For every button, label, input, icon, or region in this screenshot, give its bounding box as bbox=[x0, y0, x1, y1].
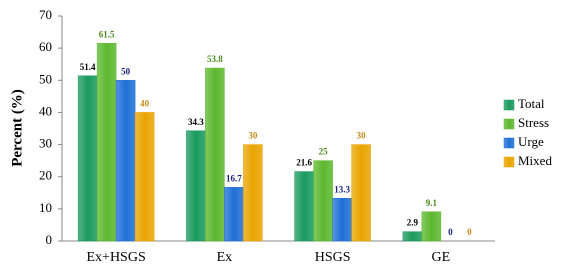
value-label: 30 bbox=[357, 131, 367, 141]
bar bbox=[224, 187, 244, 242]
y-tick-label: 70 bbox=[39, 7, 52, 22]
value-label: 34.3 bbox=[188, 117, 204, 127]
bar bbox=[205, 67, 225, 242]
bar bbox=[351, 144, 371, 242]
x-tick-label: Ex bbox=[217, 250, 233, 265]
value-label: 61.5 bbox=[99, 29, 115, 39]
legend-label: Urge bbox=[518, 134, 544, 149]
y-tick-label: 60 bbox=[39, 39, 52, 54]
value-label: 51.4 bbox=[80, 62, 96, 72]
value-label: 2.9 bbox=[407, 218, 419, 228]
bar bbox=[313, 160, 333, 242]
y-tick-label: 30 bbox=[39, 136, 52, 151]
legend-swatch bbox=[503, 156, 515, 168]
legend-label: Stress bbox=[518, 115, 549, 130]
x-tick-label: GE bbox=[432, 250, 451, 265]
y-tick-label: 20 bbox=[39, 168, 52, 183]
legend-label: Total bbox=[518, 96, 545, 111]
legend-swatch bbox=[503, 99, 515, 111]
bar bbox=[243, 144, 263, 242]
value-label: 21.6 bbox=[296, 158, 312, 168]
legend-swatch bbox=[503, 137, 515, 149]
bar bbox=[134, 112, 155, 242]
bar bbox=[96, 43, 117, 242]
y-tick-label: 10 bbox=[39, 200, 52, 215]
value-label: 40 bbox=[140, 98, 150, 108]
value-label: 50 bbox=[121, 66, 131, 76]
value-label: 0 bbox=[448, 227, 453, 237]
y-axis-label: Percent (%) bbox=[9, 89, 25, 167]
value-label: 16.7 bbox=[226, 173, 242, 183]
legend-label: Mixed bbox=[518, 153, 552, 168]
bar bbox=[402, 231, 423, 242]
x-tick-label: HSGS bbox=[315, 250, 351, 265]
y-tick-label: 0 bbox=[46, 232, 53, 247]
bar bbox=[115, 80, 136, 242]
bar bbox=[186, 130, 206, 242]
value-label: 53.8 bbox=[207, 54, 223, 64]
value-label: 0 bbox=[467, 227, 472, 237]
value-label: 9.1 bbox=[426, 198, 438, 208]
bar bbox=[332, 198, 352, 242]
value-label: 25 bbox=[319, 147, 329, 157]
y-tick-label: 50 bbox=[39, 71, 52, 86]
bar bbox=[421, 211, 442, 242]
bar bbox=[294, 171, 314, 242]
y-tick-label: 40 bbox=[39, 103, 52, 118]
value-label: 13.3 bbox=[334, 184, 350, 194]
legend-swatch bbox=[503, 118, 515, 130]
value-label: 30 bbox=[248, 131, 258, 141]
bar bbox=[77, 75, 98, 242]
x-tick-label: Ex+HSGS bbox=[87, 250, 146, 265]
